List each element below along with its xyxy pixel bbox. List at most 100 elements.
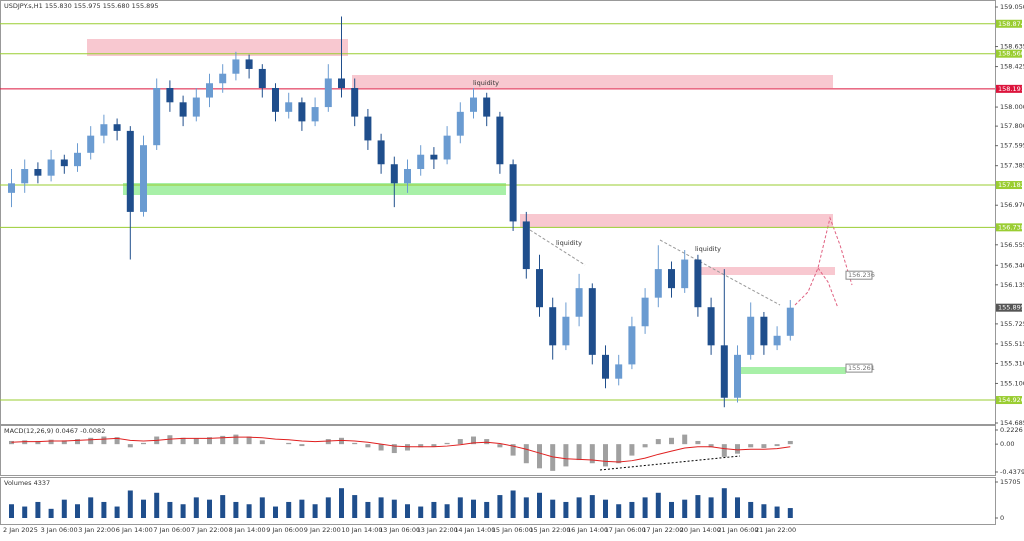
candle-body (773, 335, 781, 346)
macd-bar (629, 444, 635, 456)
volume-bar (207, 499, 212, 518)
volume-bar (48, 508, 54, 518)
y-tick-label: 156.970 (1000, 201, 1024, 209)
target-box (845, 270, 873, 280)
current-price: 155.895 (998, 304, 1024, 312)
candle-body (760, 316, 768, 346)
macd-bar (233, 434, 239, 445)
zone (697, 267, 835, 275)
candle-body (192, 97, 200, 117)
macd-bar (721, 444, 727, 457)
x-tick-label: 3 Jan 06:00 (41, 526, 78, 534)
macd-bar (471, 436, 476, 445)
macd-bar (774, 444, 780, 447)
macd-bar (682, 434, 688, 445)
candle-body (272, 88, 279, 112)
macd-bar (616, 444, 622, 464)
candle-body (536, 269, 543, 308)
target-box (845, 363, 873, 373)
macd-bar (655, 439, 661, 445)
candle-body (628, 326, 636, 365)
volume-bar (101, 501, 107, 518)
volume-bar (787, 508, 793, 518)
volume-bar (312, 504, 318, 518)
macd-bar (576, 444, 582, 461)
zone (735, 367, 846, 374)
y-tick-label: 157.800 (1000, 122, 1024, 130)
volume-bar (418, 506, 424, 518)
projection (817, 267, 839, 309)
y-tick-label: 158.425 (1000, 63, 1024, 71)
y-tick-label: 15705 (1000, 478, 1021, 486)
macd-bar (339, 437, 344, 445)
price-tag (996, 303, 1022, 312)
annotation: liquidity (695, 245, 721, 253)
volume-bar (708, 497, 714, 518)
candle-body (522, 221, 530, 270)
volume-bar (603, 499, 608, 518)
volume-bar (88, 497, 94, 518)
candle-body (707, 307, 715, 346)
volume-bar (9, 504, 14, 518)
macd-bar (207, 437, 212, 445)
volume-bar (167, 501, 173, 518)
candle-body (470, 97, 477, 112)
volume-bar (563, 501, 569, 518)
candle-body (588, 288, 596, 355)
volume-bar (695, 495, 701, 518)
macd-bar (352, 442, 358, 445)
macd-bar (457, 439, 463, 445)
x-tick-label: 9 Jan 22:00 (304, 526, 341, 534)
macd-bar (418, 444, 424, 448)
volume-bar (484, 501, 490, 518)
price-panel (0, 0, 996, 425)
macd-bar (141, 442, 146, 445)
y-tick-label: 0 (1000, 514, 1004, 522)
x-tick-label: 7 Jan 22:00 (191, 526, 228, 534)
macd-bar (695, 440, 701, 445)
volume-bar (457, 497, 463, 518)
volume-bar (378, 497, 384, 518)
candle-body (166, 88, 174, 103)
candle-body (351, 88, 359, 117)
y-tick-label: 156.340 (1000, 261, 1024, 269)
macd-bar (444, 442, 450, 445)
macd-bar (391, 444, 397, 454)
candle-body (140, 145, 147, 212)
volume-bar (22, 506, 28, 518)
y-tick-label: 156.555 (1000, 241, 1024, 249)
volume-title: Volumes 4337 (4, 479, 50, 487)
volume-bar (35, 501, 41, 518)
volume-bar (299, 499, 305, 518)
candle-body (245, 59, 253, 69)
volume-bar (721, 488, 727, 518)
candle-body (483, 97, 491, 117)
volume-panel (0, 477, 996, 525)
annotation: liquidity (473, 79, 499, 87)
macd-bar (431, 444, 437, 447)
macd-bar (325, 439, 331, 445)
level-label: 158.874 (998, 20, 1024, 28)
x-tick-label: 13 Jan 22:00 (417, 526, 458, 534)
x-tick-label: 8 Jan 14:00 (229, 526, 266, 534)
level-tag (996, 181, 1022, 190)
candle-body (285, 102, 293, 112)
volume-bar (471, 499, 476, 518)
volume-bar (669, 501, 674, 518)
volume-bar (114, 506, 120, 518)
macd-bar (497, 444, 503, 448)
x-tick-label: 14 Jan 14:00 (454, 526, 495, 534)
volume-bar (642, 497, 648, 518)
x-tick-label: 7 Jan 06:00 (153, 526, 190, 534)
candle-body (74, 152, 81, 167)
trend-line (599, 455, 741, 471)
trend-line (659, 239, 781, 306)
volume-bar (180, 504, 186, 518)
volume-bar (537, 492, 542, 518)
level-label: 154.926 (998, 396, 1024, 404)
candle-body (549, 307, 557, 346)
zone (123, 183, 506, 195)
macd-bar (48, 439, 54, 445)
x-tick-label: 17 Jan 06:00 (605, 526, 646, 534)
volume-bar (774, 506, 780, 518)
